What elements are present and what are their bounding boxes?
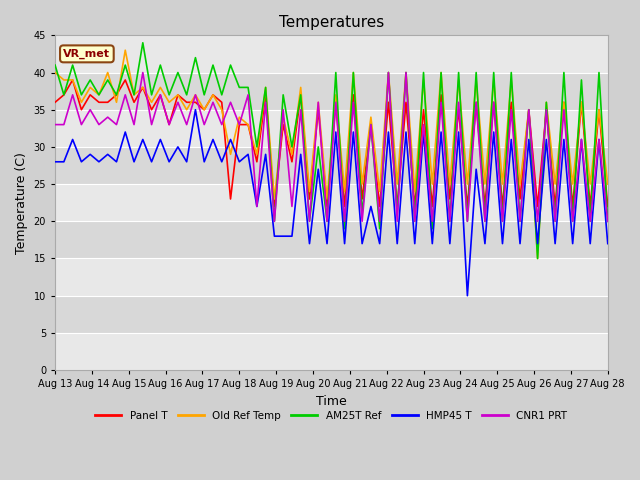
Bar: [55, 110, 608, 147]
Bar: [55, 296, 608, 333]
Y-axis label: Temperature (C): Temperature (C): [15, 152, 28, 253]
X-axis label: Time: Time: [316, 395, 347, 408]
Bar: [55, 36, 608, 72]
Bar: [55, 72, 608, 110]
Bar: [55, 184, 608, 221]
Title: Temperatures: Temperatures: [279, 15, 384, 30]
Legend: Panel T, Old Ref Temp, AM25T Ref, HMP45 T, CNR1 PRT: Panel T, Old Ref Temp, AM25T Ref, HMP45 …: [92, 407, 572, 425]
Bar: [55, 221, 608, 259]
Text: VR_met: VR_met: [63, 49, 110, 59]
Bar: [55, 259, 608, 296]
Bar: [55, 147, 608, 184]
Bar: [55, 333, 608, 370]
